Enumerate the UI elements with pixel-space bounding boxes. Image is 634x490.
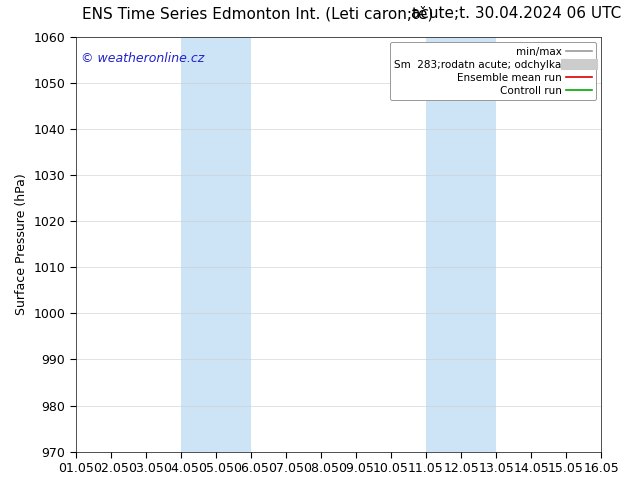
Text: ENS Time Series Edmonton Int. (Leti caron;tě): ENS Time Series Edmonton Int. (Leti caro…	[82, 6, 434, 22]
Text: © weatheronline.cz: © weatheronline.cz	[81, 51, 204, 65]
Y-axis label: Surface Pressure (hPa): Surface Pressure (hPa)	[15, 173, 28, 315]
Bar	[426, 37, 496, 452]
Legend: min/max, Sm  283;rodatn acute; odchylka, Ensemble mean run, Controll run: min/max, Sm 283;rodatn acute; odchylka, …	[390, 42, 596, 100]
Text: acute;t. 30.04.2024 06 UTC: acute;t. 30.04.2024 06 UTC	[411, 6, 621, 21]
Bar	[181, 37, 251, 452]
